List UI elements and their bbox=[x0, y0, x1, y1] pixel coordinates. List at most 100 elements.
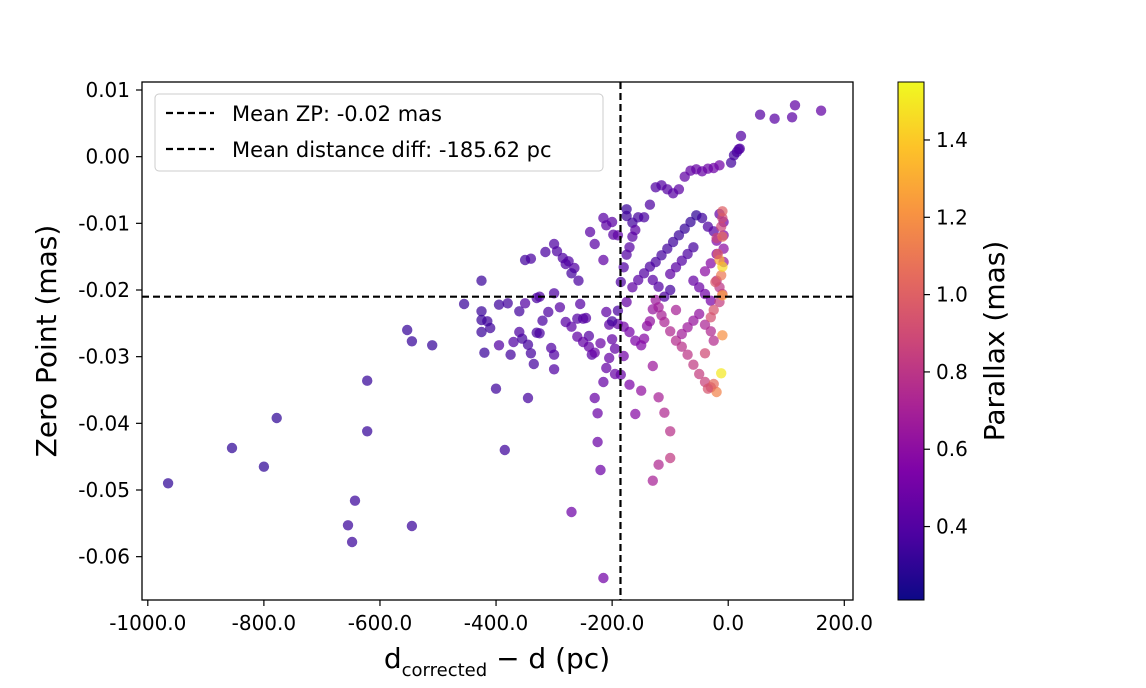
data-point bbox=[606, 334, 618, 345]
colorbar-tick-label: 1.2 bbox=[936, 205, 968, 229]
data-point bbox=[710, 276, 721, 288]
data-point bbox=[601, 306, 612, 318]
data-point bbox=[716, 221, 727, 232]
x-tick-label: -400.0 bbox=[464, 611, 528, 635]
data-point bbox=[566, 268, 577, 279]
data-point bbox=[476, 275, 487, 286]
data-point bbox=[490, 383, 502, 394]
data-point bbox=[712, 248, 723, 260]
data-point bbox=[676, 341, 687, 352]
data-point bbox=[682, 322, 693, 333]
data-point bbox=[566, 506, 577, 518]
y-tick-label: -0.01 bbox=[78, 211, 130, 235]
data-point bbox=[592, 408, 603, 419]
data-point bbox=[789, 100, 801, 111]
data-point bbox=[402, 324, 413, 336]
data-point bbox=[717, 206, 728, 217]
data-point bbox=[342, 520, 354, 531]
x-tick-label: -800.0 bbox=[232, 611, 296, 635]
data-points bbox=[162, 100, 827, 584]
legend-label-distance: Mean distance diff: -185.62 pc bbox=[232, 138, 552, 162]
data-point bbox=[349, 495, 361, 506]
x-tick-label: -1000.0 bbox=[109, 611, 186, 635]
data-point bbox=[653, 459, 664, 470]
data-point bbox=[705, 258, 716, 269]
data-point bbox=[621, 296, 632, 308]
data-point bbox=[673, 184, 685, 195]
x-axis-title-main: d bbox=[384, 642, 402, 675]
data-point bbox=[711, 386, 722, 398]
data-point bbox=[665, 426, 676, 437]
data-point bbox=[717, 290, 728, 301]
data-point bbox=[528, 358, 539, 370]
data-point bbox=[708, 335, 719, 346]
data-point bbox=[694, 282, 705, 293]
data-point bbox=[667, 236, 679, 248]
data-point bbox=[592, 436, 603, 448]
colorbar bbox=[897, 81, 925, 601]
data-point bbox=[604, 352, 615, 364]
data-point bbox=[644, 199, 656, 210]
data-point bbox=[598, 376, 609, 388]
data-point bbox=[598, 572, 609, 584]
data-point bbox=[563, 256, 574, 267]
y-tick-label: -0.05 bbox=[78, 478, 130, 502]
data-point bbox=[647, 360, 658, 372]
data-point bbox=[644, 316, 656, 327]
data-point bbox=[670, 304, 682, 316]
data-point bbox=[786, 112, 798, 123]
data-point bbox=[679, 223, 690, 234]
data-point bbox=[754, 109, 766, 120]
colorbar-tick-label: 0.6 bbox=[936, 437, 968, 461]
data-point bbox=[688, 359, 699, 370]
legend-label-zp: Mean ZP: -0.02 mas bbox=[232, 102, 442, 126]
x-axis-title-subscript: corrected bbox=[402, 660, 488, 681]
legend-box bbox=[154, 93, 604, 172]
data-point bbox=[406, 336, 418, 347]
data-point bbox=[606, 216, 618, 228]
x-axis-title: dcorrected − d (pc) bbox=[384, 642, 610, 681]
data-point bbox=[362, 375, 373, 386]
data-point bbox=[537, 315, 548, 326]
data-point bbox=[525, 253, 537, 264]
data-point bbox=[514, 326, 525, 338]
data-point bbox=[716, 270, 727, 281]
data-point bbox=[346, 536, 358, 548]
y-tick-label: 0.00 bbox=[85, 145, 130, 169]
data-point bbox=[499, 444, 510, 456]
data-point bbox=[502, 298, 513, 309]
data-point bbox=[647, 475, 658, 486]
data-point bbox=[548, 349, 560, 360]
data-point bbox=[601, 362, 612, 374]
data-point bbox=[717, 231, 728, 242]
data-point bbox=[630, 224, 641, 236]
y-tick-label: -0.06 bbox=[78, 545, 130, 569]
data-point bbox=[476, 326, 487, 338]
data-point bbox=[662, 243, 673, 254]
data-point bbox=[589, 392, 600, 404]
data-point bbox=[734, 143, 745, 154]
data-point bbox=[708, 304, 719, 316]
data-point bbox=[705, 326, 716, 337]
data-point bbox=[519, 298, 531, 309]
data-point bbox=[554, 302, 566, 313]
data-point bbox=[580, 312, 592, 324]
data-point bbox=[633, 274, 644, 286]
data-point bbox=[735, 130, 747, 142]
y-axis-ticks: 0.01 0.00 -0.01 -0.02 -0.03 -0.04 -0.05 -0.06 bbox=[78, 78, 142, 569]
data-point bbox=[514, 306, 525, 317]
data-point bbox=[769, 113, 780, 124]
y-axis-title: Zero Point (mas) bbox=[30, 225, 63, 458]
data-point bbox=[476, 306, 487, 317]
data-point bbox=[714, 160, 725, 171]
data-point bbox=[659, 407, 670, 418]
data-point bbox=[653, 392, 664, 403]
data-point bbox=[621, 210, 632, 222]
colorbar-ticks: 0.4 0.6 0.8 1.0 1.2 1.4 bbox=[924, 128, 968, 539]
data-point bbox=[543, 306, 554, 318]
data-point bbox=[406, 520, 418, 532]
data-point bbox=[566, 321, 577, 332]
legend: Mean ZP: -0.02 mas Mean distance diff: -… bbox=[154, 93, 604, 172]
data-point bbox=[258, 461, 270, 472]
